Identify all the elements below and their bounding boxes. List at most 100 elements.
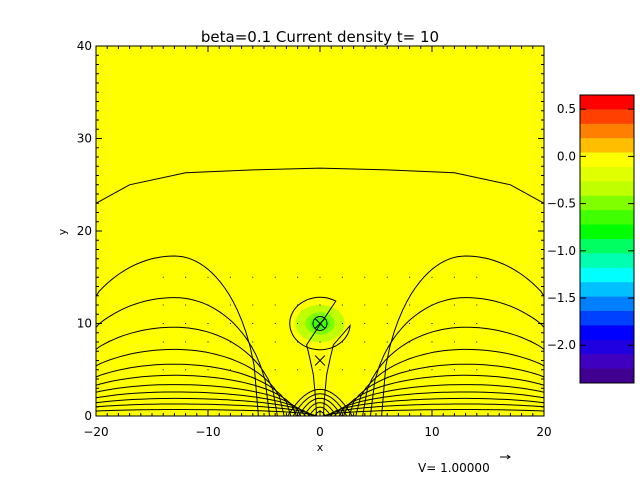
velocity-dot xyxy=(386,369,388,371)
y-tick-label: 10 xyxy=(77,317,92,331)
velocity-dot xyxy=(185,369,187,371)
velocity-dot xyxy=(207,304,209,306)
contour-arch xyxy=(362,326,545,417)
colorbar-band xyxy=(580,296,634,312)
velocity-dot xyxy=(341,304,343,306)
velocity-dot xyxy=(386,304,388,306)
velocity-dots xyxy=(162,276,478,371)
velocity-dot xyxy=(162,323,164,324)
velocity-dot xyxy=(185,304,187,306)
velocity-dot xyxy=(476,341,478,343)
colorbar-ticks: 0.5 0.0 −0.5 −1.0 −1.5 −2.0 xyxy=(547,102,634,352)
colorbar-band xyxy=(580,368,634,384)
y-tick-label: 30 xyxy=(77,132,92,146)
contour-loop xyxy=(289,296,351,417)
colorbar-band xyxy=(580,253,634,269)
x-axis-label: x xyxy=(317,441,324,454)
contour-arch xyxy=(95,374,297,417)
colorbar-band xyxy=(580,224,634,240)
velocity-dot xyxy=(274,304,276,306)
contour-inner-arc xyxy=(308,406,332,417)
velocity-dot xyxy=(274,341,276,343)
colorbar-band xyxy=(580,195,634,211)
markers xyxy=(312,316,328,366)
contour-arch xyxy=(95,348,285,417)
current-density-field xyxy=(96,46,544,416)
velocity-dot xyxy=(409,369,411,371)
contour-arch xyxy=(95,391,306,417)
contour-inner-arc xyxy=(292,393,348,417)
contour-arch xyxy=(355,348,545,417)
reference-vector-arrowhead xyxy=(506,454,511,460)
y-tick-label: 20 xyxy=(77,224,92,238)
velocity-dot xyxy=(297,323,299,324)
contour-arch xyxy=(95,297,271,417)
velocity-dot xyxy=(409,341,411,343)
velocity-dot xyxy=(409,323,411,324)
velocity-dot xyxy=(319,341,321,343)
colorbar-band xyxy=(580,152,634,168)
colorbar xyxy=(579,94,635,384)
velocity-dot xyxy=(229,276,231,278)
x-axis-ticks: −20 −10 0 10 20 xyxy=(83,46,552,439)
velocity-dot xyxy=(252,369,254,371)
y-axis-label: y xyxy=(56,228,69,235)
colorbar-band xyxy=(580,339,634,355)
contour-arch xyxy=(323,409,545,417)
velocity-dot xyxy=(453,323,455,324)
velocity-dot xyxy=(476,323,478,324)
x-tick-label: −10 xyxy=(195,425,220,439)
velocity-dot xyxy=(207,369,209,371)
velocity-dot xyxy=(341,341,343,343)
velocity-dot xyxy=(409,276,411,278)
velocity-dot xyxy=(364,304,366,306)
contour-arch xyxy=(95,409,317,417)
colorbar-band xyxy=(580,282,634,298)
velocity-dot xyxy=(476,369,478,371)
contour-arch xyxy=(348,363,545,417)
velocity-dot xyxy=(319,304,321,306)
o-point-marker xyxy=(312,316,328,331)
velocity-dot xyxy=(162,276,164,278)
colorbar-band xyxy=(580,123,634,139)
contour-inner-arc xyxy=(303,402,337,417)
velocity-dot xyxy=(297,276,299,278)
colorbar-tick-label: 0.0 xyxy=(557,149,576,163)
velocity-dot xyxy=(431,323,433,324)
colorbar-band xyxy=(580,325,634,341)
contour-arch xyxy=(369,297,545,417)
velocity-dot xyxy=(341,276,343,278)
colorbar-band xyxy=(580,167,634,182)
marker-stroke xyxy=(314,318,326,329)
colorbar-band xyxy=(580,354,634,370)
y-axis-ticks: 0 10 20 30 40 xyxy=(77,39,544,423)
marker-stroke xyxy=(314,355,326,366)
colorbar-band xyxy=(580,239,634,254)
velocity-dot xyxy=(274,369,276,371)
velocity-dot xyxy=(274,276,276,278)
velocity-dot xyxy=(409,304,411,306)
velocity-dot xyxy=(341,369,343,371)
velocity-dot xyxy=(185,341,187,343)
velocity-dot xyxy=(431,341,433,343)
x-tick-label: 0 xyxy=(316,425,324,439)
colorbar-tick-label: −2.0 xyxy=(547,338,576,352)
contour-arch xyxy=(338,384,545,417)
velocity-dot xyxy=(364,323,366,324)
velocity-dot xyxy=(185,323,187,324)
velocity-dot xyxy=(252,341,254,343)
velocity-dot xyxy=(229,323,231,324)
colorbar-band xyxy=(580,311,634,326)
y-tick-label: 40 xyxy=(77,39,92,53)
contour-top-line xyxy=(95,167,545,204)
contour-lines xyxy=(95,167,545,417)
colorbar-frame xyxy=(579,94,635,384)
velocity-dot xyxy=(341,323,343,324)
velocity-dot xyxy=(207,341,209,343)
colorbar-band xyxy=(580,267,634,283)
colorbar-tick-label: −1.0 xyxy=(547,244,576,258)
contour-inner-arc xyxy=(298,397,342,417)
colorbar-tick-label: 0.5 xyxy=(557,102,576,116)
colorbar-tick-label: −1.5 xyxy=(547,291,576,305)
